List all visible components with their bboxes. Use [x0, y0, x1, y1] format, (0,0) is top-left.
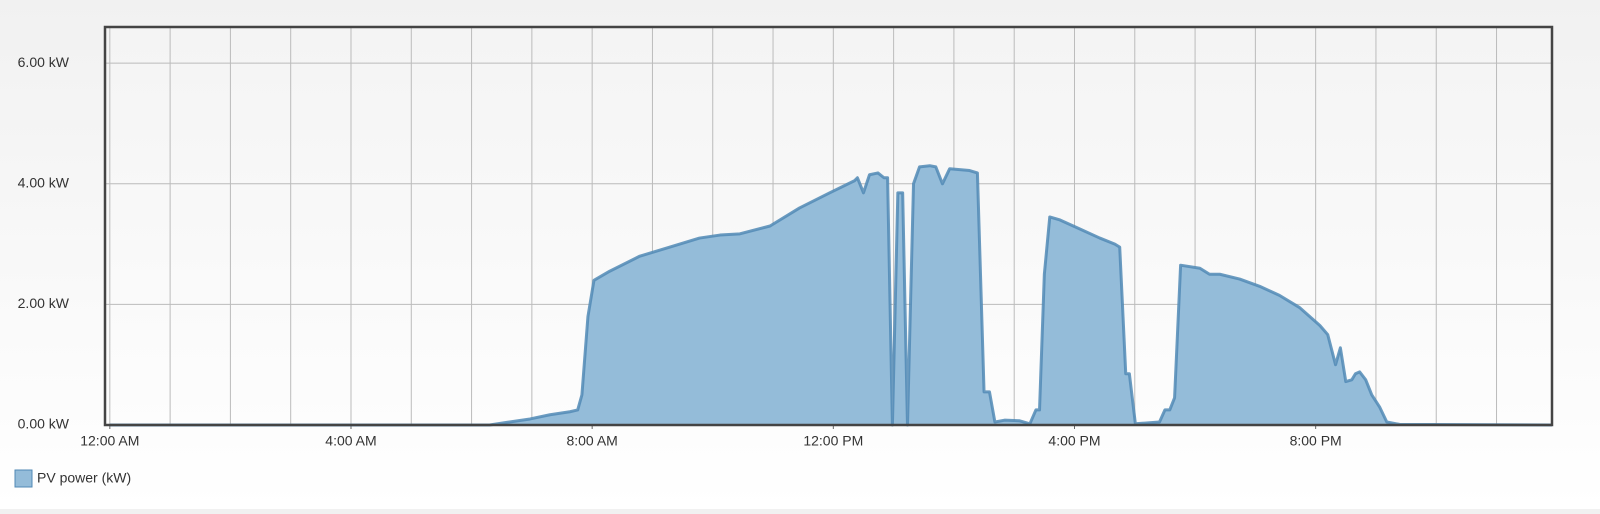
y-tick-label: 4.00 kW	[18, 174, 70, 190]
x-tick-label: 8:00 PM	[1290, 433, 1342, 449]
x-tick-label: 12:00 AM	[80, 433, 139, 449]
y-tick-label: 0.00 kW	[18, 416, 70, 432]
legend-swatch	[14, 469, 33, 488]
area-fill	[109, 165, 1553, 425]
legend-label: PV power (kW)	[37, 470, 131, 486]
y-tick-label: 6.00 kW	[18, 54, 70, 70]
y-tick-label: 2.00 kW	[18, 295, 70, 311]
area-line	[109, 164, 1553, 427]
x-tick-label: 4:00 AM	[325, 433, 376, 449]
plot-frame	[103, 25, 1554, 427]
x-tick-label: 4:00 PM	[1048, 433, 1100, 449]
x-tick-label: 8:00 AM	[566, 433, 617, 449]
x-tick-label: 12:00 PM	[803, 433, 863, 449]
